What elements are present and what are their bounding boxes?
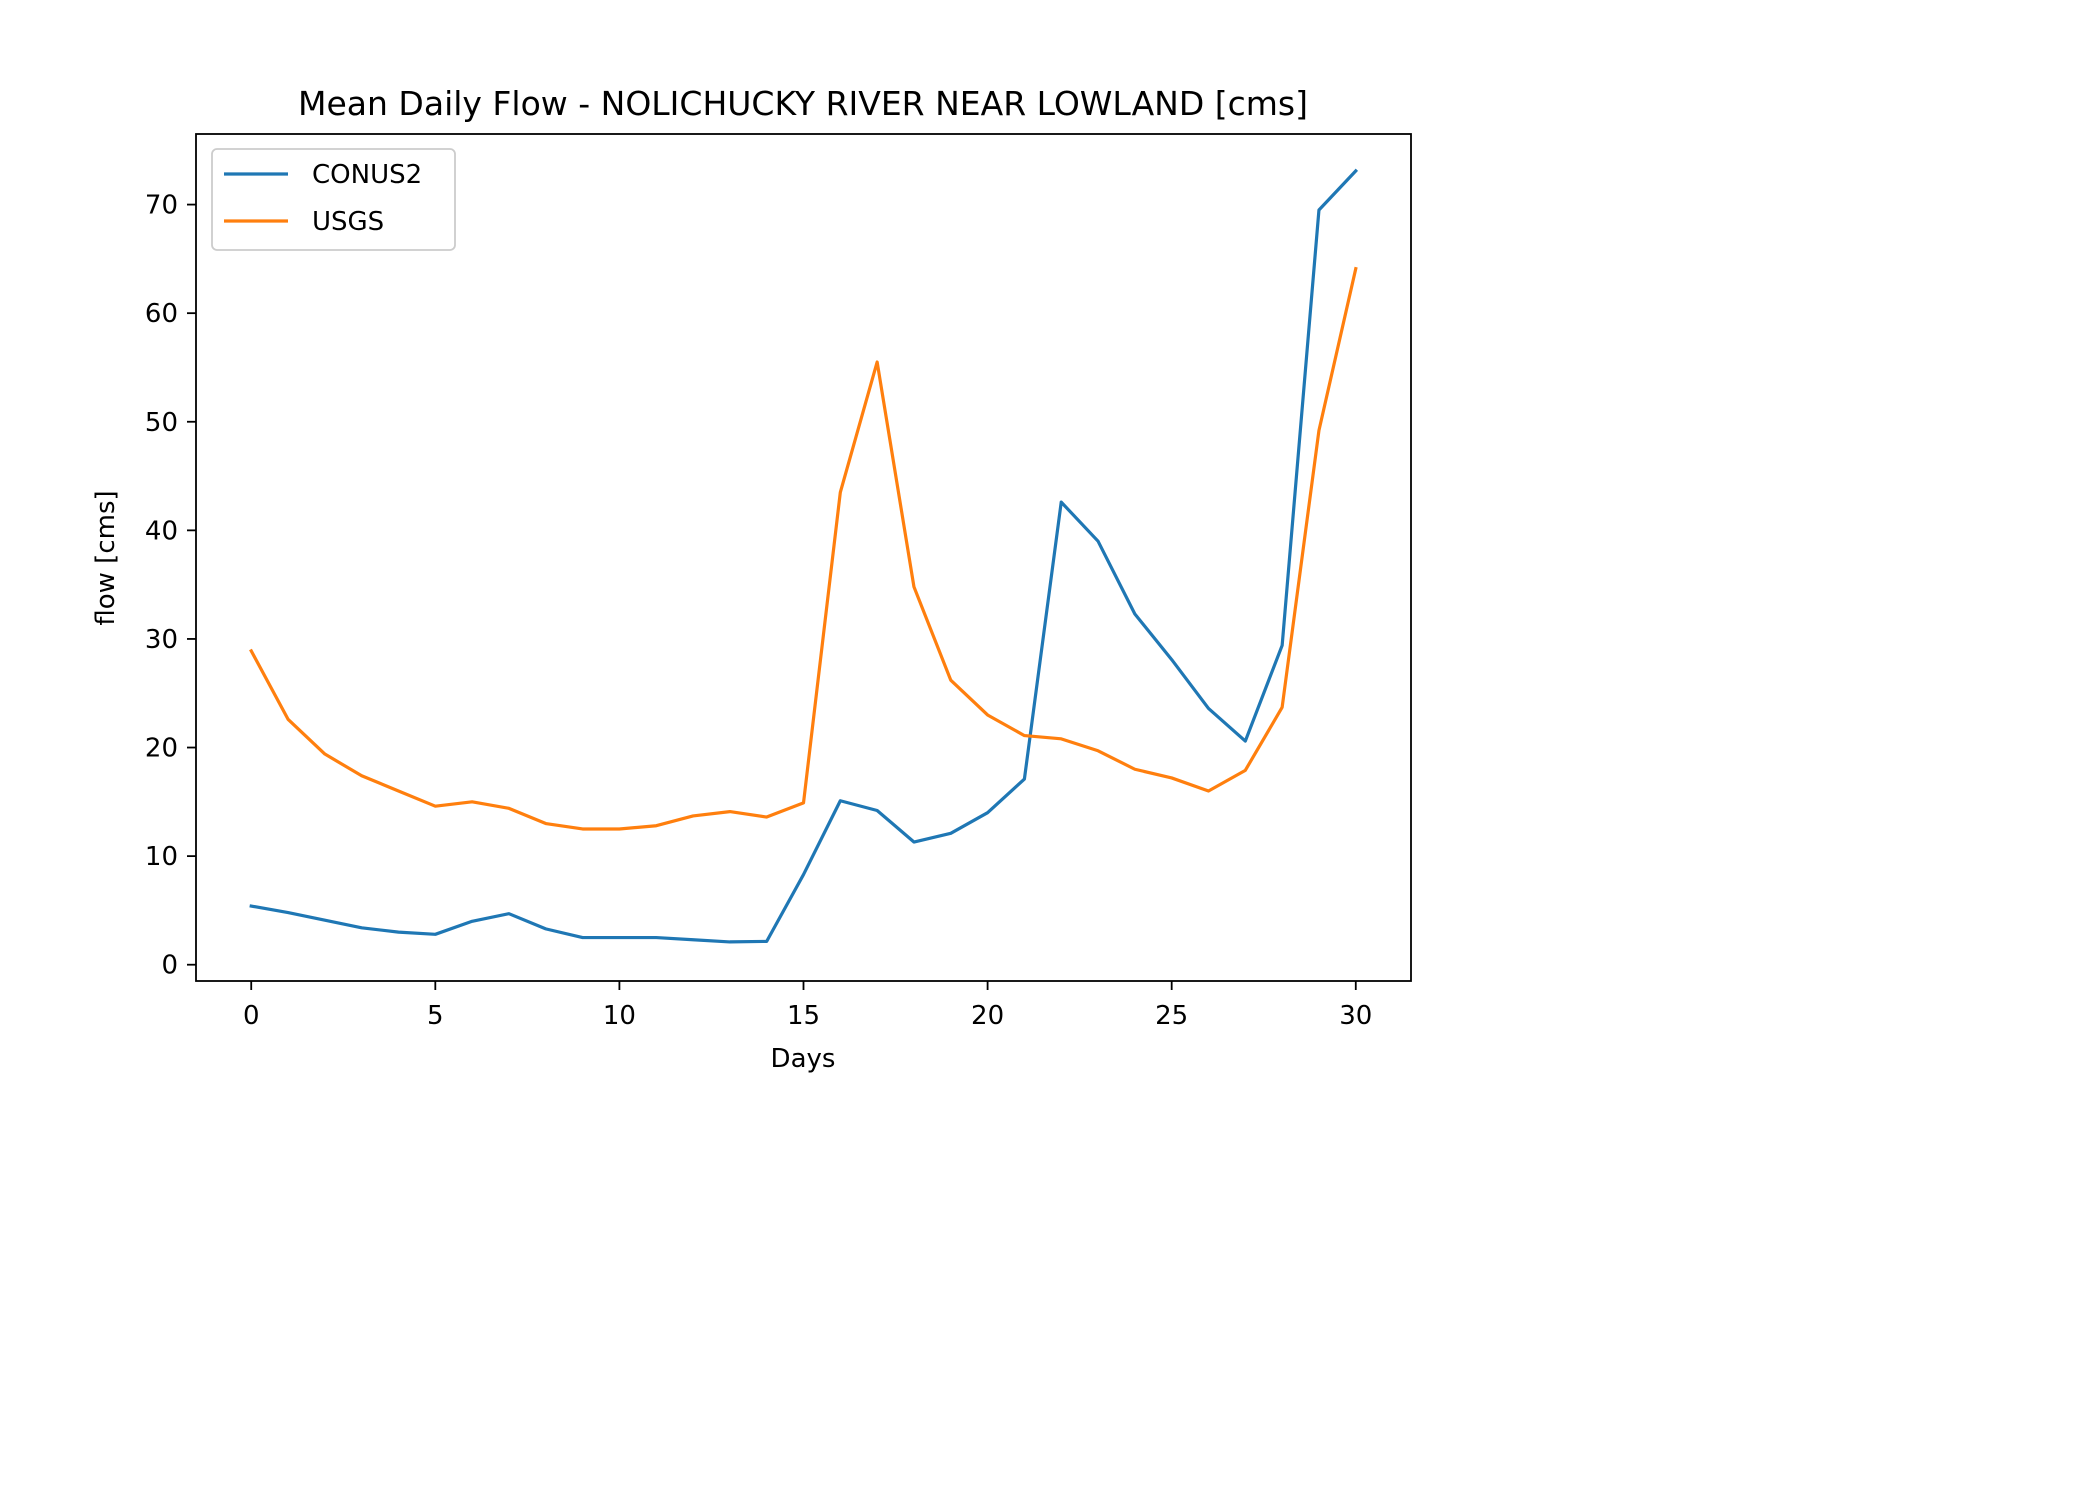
x-axis-label: Days [771,1044,836,1074]
y-tick-label: 70 [145,191,178,221]
y-tick-label: 20 [145,734,178,764]
y-tick-label: 40 [145,516,178,546]
x-tick-label: 10 [603,1001,636,1031]
y-tick-label: 60 [145,299,178,329]
y-axis-label: flow [cms] [91,490,121,625]
chart-root: Mean Daily Flow - NOLICHUCKY RIVER NEAR … [91,84,1412,1074]
legend-label-conus2: CONUS2 [312,160,422,190]
x-tick-label: 30 [1339,1001,1372,1031]
y-tick-label: 30 [145,625,178,655]
x-tick-label: 20 [971,1001,1004,1031]
x-tick-label: 15 [787,1001,820,1031]
legend-label-usgs: USGS [312,207,384,237]
series-line-usgs [249,266,1358,831]
y-tick-label: 10 [145,842,178,872]
line-chart: Mean Daily Flow - NOLICHUCKY RIVER NEAR … [91,84,1412,1074]
x-tick-label: 0 [243,1001,260,1031]
x-tick-label: 25 [1155,1001,1188,1031]
y-tick-label: 50 [145,408,178,438]
chart-title: Mean Daily Flow - NOLICHUCKY RIVER NEAR … [298,84,1308,123]
x-tick-label: 5 [427,1001,444,1031]
series-line-conus2 [249,168,1359,944]
y-tick-label: 0 [161,951,178,981]
